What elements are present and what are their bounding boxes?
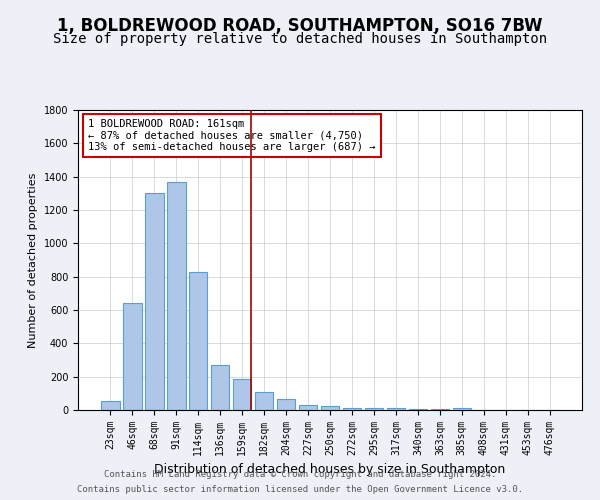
Bar [277, 399, 295, 410]
Bar [320, 406, 340, 410]
Bar [167, 182, 185, 410]
Bar [452, 408, 471, 410]
X-axis label: Distribution of detached houses by size in Southampton: Distribution of detached houses by size … [154, 464, 506, 476]
Text: Contains HM Land Registry data © Crown copyright and database right 2024.: Contains HM Land Registry data © Crown c… [104, 470, 496, 479]
Bar [145, 194, 164, 410]
Bar [431, 409, 449, 410]
Bar [365, 408, 383, 410]
Bar [255, 392, 274, 410]
Bar [409, 409, 427, 410]
Bar [299, 405, 317, 410]
Bar [343, 408, 361, 410]
Y-axis label: Number of detached properties: Number of detached properties [28, 172, 38, 348]
Bar [123, 304, 142, 410]
Text: Contains public sector information licensed under the Open Government Licence v3: Contains public sector information licen… [77, 485, 523, 494]
Text: 1, BOLDREWOOD ROAD, SOUTHAMPTON, SO16 7BW: 1, BOLDREWOOD ROAD, SOUTHAMPTON, SO16 7B… [57, 18, 543, 36]
Text: Size of property relative to detached houses in Southampton: Size of property relative to detached ho… [53, 32, 547, 46]
Bar [211, 365, 229, 410]
Bar [101, 401, 119, 410]
Bar [233, 379, 251, 410]
Text: 1 BOLDREWOOD ROAD: 161sqm
← 87% of detached houses are smaller (4,750)
13% of se: 1 BOLDREWOOD ROAD: 161sqm ← 87% of detac… [88, 119, 376, 152]
Bar [189, 272, 208, 410]
Bar [386, 408, 405, 410]
